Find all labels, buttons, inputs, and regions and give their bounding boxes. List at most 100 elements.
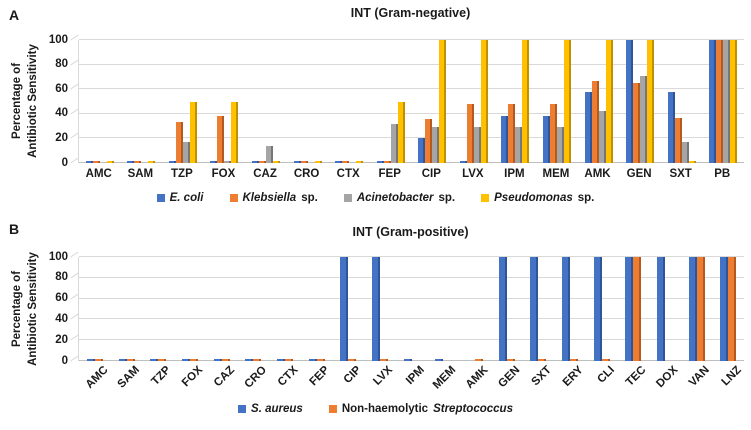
- bar-group-mem: [536, 40, 578, 163]
- x-axis-label-gen: GEN: [626, 168, 652, 180]
- bar-s-aureus-sxt: [530, 257, 539, 361]
- bar-klebsiella-sp-cip: [425, 118, 433, 163]
- bar-s-aureus-lnz: [720, 257, 729, 361]
- bar-s-aureus-ctx: [276, 359, 285, 361]
- legend-item-e-coli: E. coli: [156, 192, 204, 204]
- bar-group-lnz: [712, 257, 744, 361]
- legend-item-s-aureus: S. aureus: [238, 403, 303, 415]
- legend-item-non-haemolytic-streptococcus: Non-haemolytic Streptococcus: [328, 403, 513, 415]
- legend-label-segment: Klebsiella: [242, 192, 297, 204]
- bar-pseudomonas-sp-ipm: [522, 40, 530, 163]
- bar-group-cip: [412, 40, 454, 163]
- x-axis-label-fep: FEP: [378, 168, 401, 180]
- legend-item-pseudomonas-sp: Pseudomonas sp.: [481, 192, 594, 204]
- x-label-cell-van: VAN: [680, 363, 712, 403]
- bar-klebsiella-sp-cro: [300, 161, 308, 163]
- plot-area-b: 0 20 40 60 80 100: [49, 251, 744, 366]
- x-label-cell-cli: CLI: [585, 363, 617, 403]
- bar-pseudomonas-sp-cro: [314, 161, 322, 163]
- bar-group-pb: [702, 40, 744, 163]
- legend-swatch-non-haemolytic-streptococcus: [328, 405, 337, 413]
- bar-group-fep: [370, 101, 412, 163]
- x-axis-label-ctx: CTX: [336, 168, 360, 180]
- y-tick-label-100: 100: [48, 250, 68, 263]
- bar-s-aureus-caz: [213, 359, 222, 361]
- bar-acinetobacter-sp-lvx: [473, 127, 481, 163]
- legend-label-segment: sp.: [438, 192, 456, 204]
- gridline-60: [79, 297, 744, 299]
- x-label-cell-pb: PB: [701, 168, 743, 184]
- bar-pseudomonas-sp-amk: [605, 40, 613, 163]
- bar-klebsiella-sp-caz: [259, 161, 267, 163]
- bar-group-amc: [79, 161, 121, 163]
- bar-e-coli-sxt: [667, 91, 675, 163]
- legend-swatch-pseudomonas-sp: [481, 194, 490, 202]
- x-axis-label-fox: FOX: [211, 168, 236, 180]
- x-axis-label-sam: SAM: [127, 168, 154, 180]
- x-label-cell-mem: MEM: [535, 168, 577, 184]
- legend-label-segment: Pseudomonas: [494, 192, 573, 204]
- panel-letter-a: A: [9, 7, 20, 23]
- x-label-cell-lvx: LVX: [452, 168, 494, 184]
- bar-s-aureus-gen: [498, 257, 507, 361]
- x-label-cell-cip: CIP: [331, 363, 364, 403]
- x-label-cell-tec: TEC: [616, 363, 649, 403]
- gridline-0: [79, 162, 744, 163]
- bar-group-sxt: [522, 257, 554, 361]
- x-label-cell-amk: AMK: [458, 363, 490, 403]
- x-label-cell-caz: CAZ: [244, 168, 286, 184]
- x-label-cell-sxt: SXT: [660, 168, 702, 184]
- bar-group-mem: [427, 359, 459, 361]
- y-tick-label-0: 0: [61, 156, 68, 169]
- bar-s-aureus-van: [688, 257, 697, 361]
- bar-klebsiella-sp-tzp: [175, 122, 183, 163]
- bar-acinetobacter-sp-sxt: [681, 142, 689, 163]
- y-axis-label-b: Percentage of Antibiotic Sensitivity: [9, 243, 43, 375]
- y-tick-label-80: 80: [55, 57, 68, 70]
- bar-group-sam: [111, 359, 143, 361]
- bar-pseudomonas-sp-sxt: [688, 161, 696, 163]
- bar-group-ctx: [328, 161, 370, 163]
- y-tick-label-60: 60: [55, 291, 68, 304]
- x-axis-label-cro: CRO: [293, 168, 320, 180]
- x-axis-label-lnz: LNZ: [719, 364, 744, 389]
- y-axis-label-line: Antibiotic Sensitivity: [27, 44, 39, 158]
- y-tick-label-20: 20: [55, 333, 68, 346]
- bar-e-coli-fox: [210, 161, 218, 163]
- y-tick-label-0: 0: [61, 354, 68, 367]
- x-label-cell-fox: FOX: [173, 363, 205, 403]
- bar-group-sxt: [661, 91, 703, 163]
- x-axis-label-ery: ERY: [560, 364, 586, 389]
- bar-acinetobacter-sp-ipm: [515, 127, 523, 163]
- bar-non-haemolytic-streptococcus-cro: [253, 359, 262, 361]
- bar-group-gen: [619, 40, 661, 163]
- gridline-80: [79, 63, 744, 65]
- legend-swatch-s-aureus: [238, 405, 247, 413]
- y-tick-label-40: 40: [55, 312, 68, 325]
- bar-klebsiella-sp-amk: [591, 80, 599, 163]
- x-label-cell-cip: CIP: [411, 168, 453, 184]
- bar-e-coli-sam: [127, 161, 135, 163]
- x-axis-label-tzp: TZP: [149, 364, 174, 388]
- x-label-cell-amc: AMC: [78, 168, 120, 184]
- legend-label-segment: E. coli: [169, 192, 204, 204]
- bar-non-haemolytic-streptococcus-cip: [348, 359, 357, 361]
- x-label-cell-fox: FOX: [203, 168, 245, 184]
- bar-klebsiella-sp-gen: [633, 83, 641, 163]
- bar-pseudomonas-sp-fox: [231, 101, 239, 163]
- legend-label-segment: sp.: [577, 192, 595, 204]
- bar-group-amc: [79, 359, 111, 361]
- bar-s-aureus-amc: [86, 359, 95, 361]
- bar-e-coli-amc: [85, 161, 93, 163]
- bar-non-haemolytic-streptococcus-sxt: [538, 359, 547, 361]
- bar-pseudomonas-sp-fep: [397, 101, 405, 163]
- bar-s-aureus-cip: [340, 257, 349, 361]
- bar-e-coli-amk: [584, 91, 592, 163]
- bar-pseudomonas-sp-cip: [439, 40, 447, 163]
- y-tick-label-60: 60: [55, 82, 68, 95]
- bar-pseudomonas-sp-pb: [730, 40, 738, 163]
- bar-group-caz: [206, 359, 238, 361]
- x-label-cell-ipm: IPM: [494, 168, 536, 184]
- bar-non-haemolytic-streptococcus-cli: [601, 359, 610, 361]
- y-tick-label-80: 80: [55, 271, 68, 284]
